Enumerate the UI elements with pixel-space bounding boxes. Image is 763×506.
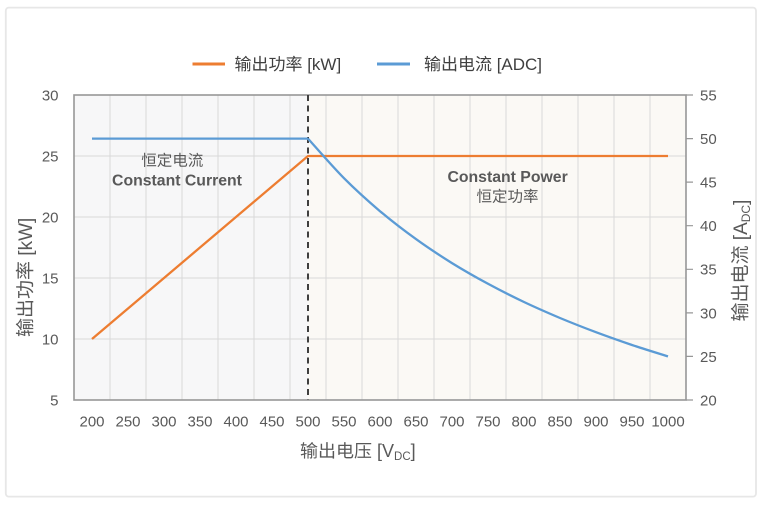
svg-text:35: 35 (700, 262, 717, 279)
svg-text:20: 20 (42, 209, 59, 226)
svg-text:950: 950 (619, 414, 644, 431)
svg-text:850: 850 (547, 414, 572, 431)
svg-text:200: 200 (79, 414, 104, 431)
svg-text:55: 55 (700, 87, 717, 104)
svg-text:250: 250 (115, 414, 140, 431)
svg-text:15: 15 (42, 270, 59, 287)
svg-text:45: 45 (700, 175, 717, 192)
svg-text:Constant Power: Constant Power (447, 169, 567, 186)
svg-text:900: 900 (583, 414, 608, 431)
svg-text:[ADC]: [ADC] (497, 55, 542, 74)
svg-text:5: 5 (50, 392, 58, 409)
svg-text:750: 750 (475, 414, 500, 431)
svg-text:25: 25 (700, 349, 717, 366)
svg-text:30: 30 (42, 87, 59, 104)
svg-text:450: 450 (259, 414, 284, 431)
svg-text:700: 700 (439, 414, 464, 431)
svg-text:10: 10 (42, 331, 59, 348)
svg-text:500: 500 (295, 414, 320, 431)
svg-text:50: 50 (700, 131, 717, 148)
svg-text:[kW]: [kW] (16, 218, 37, 256)
svg-text:600: 600 (367, 414, 392, 431)
svg-text:550: 550 (331, 414, 356, 431)
svg-text:20: 20 (700, 392, 717, 409)
svg-text:25: 25 (42, 148, 59, 165)
svg-text:30: 30 (700, 305, 717, 322)
svg-text:400: 400 (223, 414, 248, 431)
svg-text:800: 800 (511, 414, 536, 431)
svg-text:40: 40 (700, 218, 717, 235)
svg-text:350: 350 (187, 414, 212, 431)
svg-text:1000: 1000 (651, 414, 684, 431)
svg-text:Constant Current: Constant Current (112, 173, 243, 190)
svg-text:650: 650 (403, 414, 428, 431)
svg-text:[kW]: [kW] (307, 55, 341, 74)
svg-text:300: 300 (151, 414, 176, 431)
